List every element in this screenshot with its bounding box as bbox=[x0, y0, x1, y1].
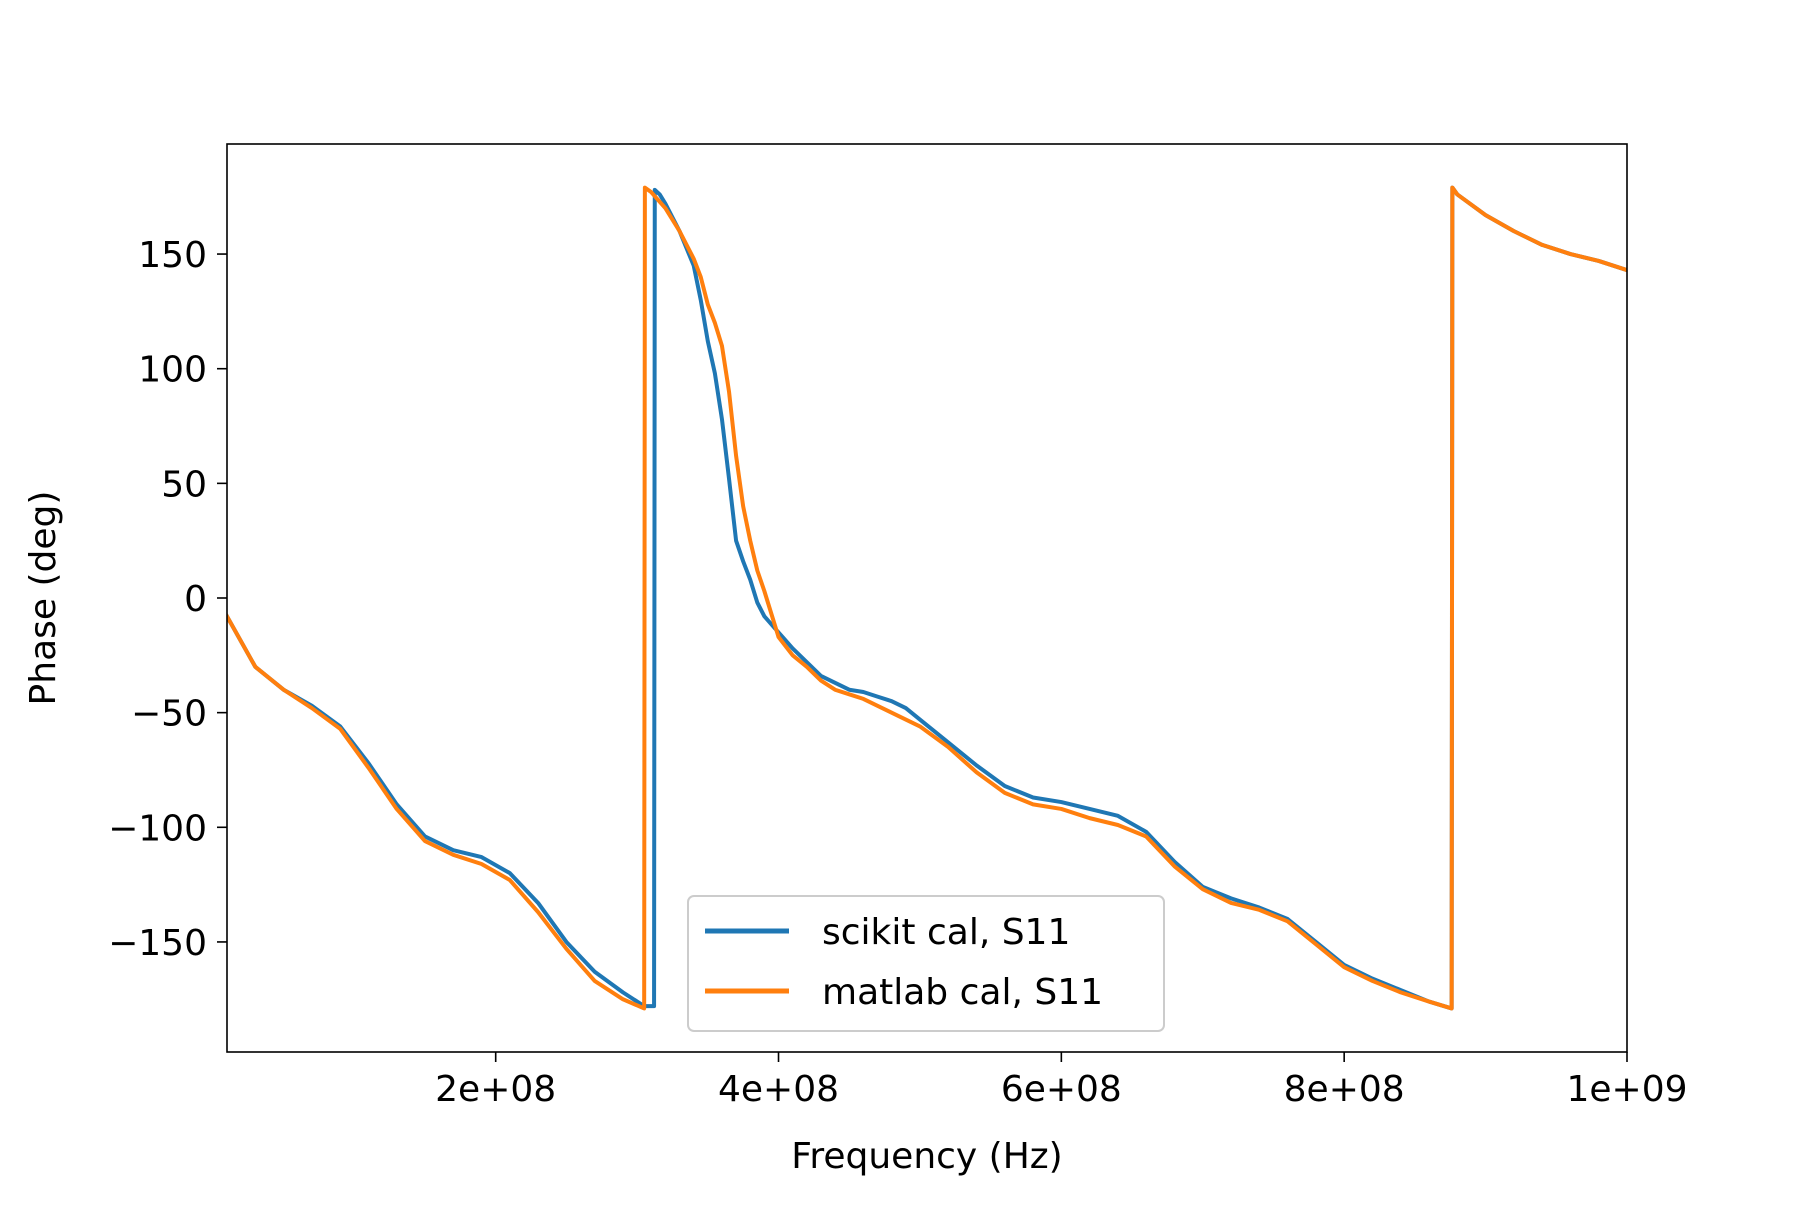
series-line-matlab bbox=[227, 185, 1627, 1011]
y-tick-label: −150 bbox=[108, 923, 207, 964]
legend: scikit cal, S11 matlab cal, S11 bbox=[687, 895, 1165, 1032]
series-line-scikit bbox=[227, 185, 1627, 1011]
y-axis: 150 100 50 0 −50 −100 −150 bbox=[108, 235, 227, 964]
legend-label-matlab: matlab cal, S11 bbox=[822, 972, 1103, 1013]
y-axis-label: Phase (deg) bbox=[23, 491, 64, 706]
x-tick-label: 1e+09 bbox=[1566, 1069, 1687, 1110]
y-tick-label: −100 bbox=[108, 808, 207, 849]
x-tick-label: 8e+08 bbox=[1284, 1069, 1405, 1110]
x-axis-label: Frequency (Hz) bbox=[791, 1136, 1062, 1177]
x-tick-label: 2e+08 bbox=[435, 1069, 556, 1110]
y-tick-label: 50 bbox=[161, 464, 207, 505]
series-layer bbox=[227, 185, 1627, 1011]
y-tick-label: −50 bbox=[131, 694, 207, 735]
legend-box bbox=[687, 895, 1165, 1032]
x-tick-label: 6e+08 bbox=[1001, 1069, 1122, 1110]
x-axis: 2e+08 4e+08 6e+08 8e+08 1e+09 bbox=[435, 1052, 1688, 1110]
legend-label-scikit: scikit cal, S11 bbox=[822, 912, 1070, 953]
y-tick-label: 150 bbox=[138, 235, 207, 276]
x-tick-label: 4e+08 bbox=[718, 1069, 839, 1110]
y-tick-label: 0 bbox=[184, 579, 207, 620]
y-tick-label: 100 bbox=[138, 350, 207, 391]
